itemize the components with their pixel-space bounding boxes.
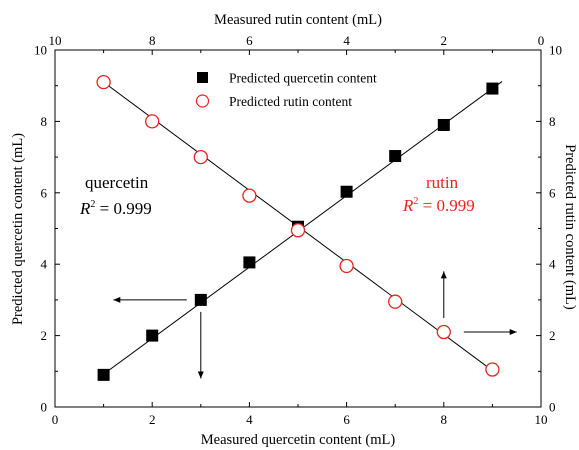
arrow-rutin-right xyxy=(463,329,517,336)
x-tick-label-bottom: 6 xyxy=(343,412,350,427)
marker-quercetin xyxy=(437,118,450,131)
y-tick-label-right: 10 xyxy=(549,43,562,58)
y-tick-label-left: 4 xyxy=(41,257,48,272)
arrow-quercetin-left xyxy=(113,296,187,303)
x-tick-label-top: 6 xyxy=(246,33,253,48)
x-tick-label-bottom: 10 xyxy=(535,412,548,427)
legend: Predicted quercetin content Predicted ru… xyxy=(195,71,377,109)
direction-arrows xyxy=(113,271,517,379)
marker-quercetin xyxy=(97,368,110,381)
legend-marker-rutin xyxy=(195,94,210,108)
marker-rutin xyxy=(339,258,354,274)
y-tick-label-left: 6 xyxy=(41,185,48,200)
marker-rutin xyxy=(388,294,403,309)
y-tick-label-right: 0 xyxy=(549,400,556,415)
x-tick-label-bottom: 0 xyxy=(52,412,59,427)
x-tick-label-top: 0 xyxy=(538,33,545,48)
marker-quercetin xyxy=(486,82,499,95)
y-tick-label-left: 2 xyxy=(41,328,48,343)
arrow-rutin-up xyxy=(440,271,447,319)
r2-symbol: R xyxy=(402,196,414,215)
r2-exponent: 2 xyxy=(90,199,95,210)
x-tick-label-bottom: 8 xyxy=(441,412,448,427)
annotation-rutin: rutin R2 = 0.999 xyxy=(402,173,475,215)
y-tick-label-right: 8 xyxy=(549,114,556,129)
y-tick-label-right: 4 xyxy=(549,257,556,272)
marker-quercetin xyxy=(340,185,353,198)
y-tick-label-left: 0 xyxy=(41,400,48,415)
markers xyxy=(96,74,500,381)
marker-rutin xyxy=(485,362,500,377)
x-tick-label-top: 8 xyxy=(149,33,156,48)
marker-rutin xyxy=(193,149,208,165)
marker-quercetin xyxy=(146,329,159,342)
marker-rutin xyxy=(436,324,451,340)
annotation-quercetin-r2: R2 = 0.999 xyxy=(79,199,152,218)
marker-quercetin xyxy=(389,150,402,163)
legend-label-quercetin: Predicted quercetin content xyxy=(229,71,377,86)
y-axis-title-right: Predicted rutin content (mL) xyxy=(562,144,578,310)
x-tick-label-top: 2 xyxy=(441,33,448,48)
marker-rutin xyxy=(96,74,111,90)
r2-symbol: R xyxy=(79,199,91,218)
x-tick-label-top: 10 xyxy=(49,33,62,48)
annotation-rutin-label: rutin xyxy=(426,173,459,192)
x-tick-label-bottom: 2 xyxy=(149,412,156,427)
x-axis-title-bottom: Measured quercetin content (mL) xyxy=(201,432,396,448)
legend-label-rutin: Predicted rutin content xyxy=(229,94,352,109)
annotation-quercetin-label: quercetin xyxy=(85,173,149,192)
marker-rutin xyxy=(242,188,257,203)
marker-rutin xyxy=(145,114,160,129)
annotation-quercetin: quercetin R2 = 0.999 xyxy=(79,173,152,218)
r2-value: = 0.999 xyxy=(418,196,474,215)
y-axis-title-left: Predicted quercetin content (mL) xyxy=(10,133,26,325)
legend-marker-quercetin xyxy=(197,72,208,83)
marker-rutin xyxy=(290,223,306,238)
y-tick-label-right: 6 xyxy=(549,185,556,200)
annotation-rutin-r2: R2 = 0.999 xyxy=(402,196,475,215)
arrow-quercetin-down xyxy=(197,311,204,379)
y-tick-label-right: 2 xyxy=(549,328,556,343)
r2-exponent: 2 xyxy=(413,196,418,207)
r2-value: = 0.999 xyxy=(95,199,151,218)
x-tick-label-bottom: 4 xyxy=(246,412,253,427)
marker-quercetin xyxy=(243,256,256,269)
x-tick-label-top: 4 xyxy=(343,33,350,48)
y-tick-label-left: 10 xyxy=(34,43,47,58)
y-tick-label-left: 8 xyxy=(41,114,48,129)
x-axis-title-top: Measured rutin content (mL) xyxy=(214,12,382,28)
marker-quercetin xyxy=(194,293,207,306)
